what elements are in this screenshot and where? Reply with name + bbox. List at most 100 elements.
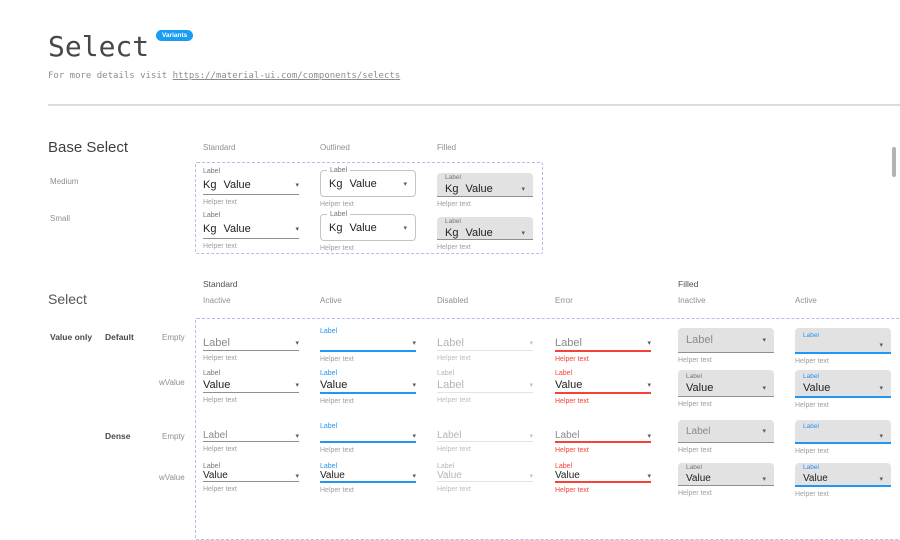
select-dense-wvalue-inactive[interactable]: Label Value ▾ Helper text [203, 463, 299, 493]
select-small-outlined[interactable]: Label Kg Value ▾ Helper text [320, 210, 416, 252]
select-prefix: Kg [203, 223, 217, 235]
select-control[interactable]: Label ▾ [795, 420, 891, 444]
select-small-standard[interactable]: Label Kg Value ▾ Helper text [203, 211, 299, 250]
select-value: Label [203, 430, 228, 441]
dropdown-arrow-icon: ▾ [647, 382, 651, 389]
select-small-filled[interactable]: Label Kg Value ▾ Helper text [437, 217, 533, 251]
select-control[interactable]: Value ▾ [437, 470, 533, 482]
helper-text: Helper text [555, 447, 589, 454]
select-control[interactable]: Label ▾ [437, 378, 533, 393]
select-floating-label [555, 423, 651, 430]
select-control[interactable]: Label ▾ [555, 430, 651, 443]
group-header-filled: Filled [678, 279, 699, 289]
column-header-error: Error [555, 296, 573, 305]
helper-text: Helper text [320, 245, 354, 252]
select-control[interactable]: Label Kg Value ▾ [320, 210, 416, 241]
select-control[interactable]: Label Value ▾ [795, 463, 891, 487]
select-control[interactable]: Kg Value ▾ [203, 220, 299, 239]
select-control[interactable]: ▾ [320, 336, 416, 352]
select-default-wvalue-active[interactable]: Label Value ▾ Helper text [320, 369, 416, 405]
select-control[interactable]: Value ▾ [320, 470, 416, 483]
select-default-wvalue-disabled[interactable]: Label Label ▾ Helper text [437, 369, 533, 404]
select-dense-wvalue-filled-inactive[interactable]: Label Value ▾ Helper text [678, 463, 774, 497]
dropdown-arrow-icon: ▾ [879, 341, 883, 349]
select-control[interactable]: Label Kg Value ▾ [437, 217, 533, 240]
helper-text: Helper text [437, 244, 471, 251]
select-control[interactable]: Label Value ▾ [795, 370, 891, 398]
select-control[interactable]: Value ▾ [203, 378, 299, 393]
select-floating-label [437, 423, 533, 430]
select-dense-empty-error[interactable]: Label ▾ Helper text [555, 423, 651, 454]
select-control[interactable]: Kg Value ▾ [203, 176, 299, 195]
select-control[interactable]: Value ▾ [203, 470, 299, 482]
select-default-wvalue-filled-inactive[interactable]: Label Value ▾ Helper text [678, 370, 774, 408]
select-default-empty-error[interactable]: Label ▾ Helper text [555, 327, 651, 363]
select-floating-label: Label [555, 370, 573, 377]
select-value: Kg Value [203, 179, 251, 191]
select-control[interactable]: Label ▾ [795, 328, 891, 354]
select-dense-empty-inactive[interactable]: Label ▾ Helper text [203, 423, 299, 453]
select-default-wvalue-error[interactable]: Label Value ▾ Helper text [555, 369, 651, 405]
select-dense-wvalue-active[interactable]: Label Value ▾ Helper text [320, 463, 416, 494]
helper-text: Helper text [437, 446, 471, 453]
select-dense-empty-disabled[interactable]: Label ▾ Helper text [437, 423, 533, 453]
select-default-empty-filled-active[interactable]: Label ▾ Helper text [795, 328, 891, 365]
select-default-empty-filled-inactive[interactable]: Label ▾ Helper text [678, 328, 774, 364]
select-value: Label [437, 379, 464, 391]
select-dense-empty-active[interactable]: Label ▾ Helper text [320, 423, 416, 454]
helper-text: Helper text [437, 486, 471, 493]
select-dense-wvalue-disabled[interactable]: Label Value ▾ Helper text [437, 463, 533, 493]
select-control[interactable]: Label ▾ [678, 420, 774, 443]
select-default-empty-disabled[interactable]: Label ▾ Helper text [437, 327, 533, 362]
select-dense-wvalue-error[interactable]: Label Value ▾ Helper text [555, 463, 651, 494]
select-control[interactable]: Value ▾ [320, 378, 416, 394]
select-control[interactable]: Label Value ▾ [678, 370, 774, 397]
select-floating-label: Label [803, 464, 819, 471]
select-value: Kg Value [203, 223, 251, 235]
subtitle-text: For more details visit [48, 71, 173, 81]
select-medium-outlined[interactable]: Label Kg Value ▾ Helper text [320, 166, 416, 208]
row-header-dense-wvalue: wValue [159, 473, 185, 482]
select-dense-empty-filled-inactive[interactable]: Label ▾ Helper text [678, 420, 774, 454]
select-dense-empty-filled-active[interactable]: Label ▾ Helper text [795, 420, 891, 455]
helper-text: Helper text [320, 356, 354, 363]
select-dense-wvalue-filled-active[interactable]: Label Value ▾ Helper text [795, 463, 891, 498]
helper-text: Helper text [795, 402, 829, 409]
material-ui-link[interactable]: https://material-ui.com/components/selec… [172, 71, 401, 81]
select-value: Value [320, 470, 345, 481]
row-group-default: Default [105, 332, 134, 342]
select-control[interactable]: Label ▾ [203, 336, 299, 351]
select-default-wvalue-filled-active[interactable]: Label Value ▾ Helper text [795, 370, 891, 409]
select-default-empty-active[interactable]: Label ▾ Helper text [320, 327, 416, 363]
vertical-scrollbar-thumb[interactable] [892, 147, 896, 177]
select-control[interactable]: Value ▾ [555, 378, 651, 394]
select-control[interactable]: Label Kg Value ▾ [320, 166, 416, 197]
select-control[interactable]: Label Kg Value ▾ [437, 173, 533, 197]
dropdown-arrow-icon: ▾ [521, 186, 525, 193]
select-prefix: Kg [445, 183, 459, 195]
dropdown-arrow-icon: ▾ [529, 382, 533, 389]
select-control[interactable]: Label ▾ [437, 336, 533, 351]
select-default-empty-inactive[interactable]: Label ▾ Helper text [203, 327, 299, 362]
select-medium-filled[interactable]: Label Kg Value ▾ Helper text [437, 173, 533, 208]
select-floating-label [203, 327, 299, 336]
dropdown-arrow-icon: ▾ [647, 472, 651, 480]
helper-text: Helper text [795, 358, 829, 365]
dropdown-arrow-icon: ▾ [762, 475, 766, 483]
dropdown-arrow-icon: ▾ [295, 432, 299, 440]
select-default-wvalue-inactive[interactable]: Label Value ▾ Helper text [203, 369, 299, 404]
column-header-inactive: Inactive [203, 296, 231, 305]
select-floating-label [437, 327, 533, 336]
select-control[interactable]: Label ▾ [203, 430, 299, 442]
select-floating-label: Label [445, 217, 461, 225]
column-header-filled-inactive: Inactive [678, 296, 706, 305]
select-control[interactable]: Label ▾ [437, 430, 533, 442]
select-control[interactable]: Label ▾ [555, 336, 651, 352]
select-control[interactable]: Value ▾ [555, 470, 651, 483]
select-control[interactable]: ▾ [320, 430, 416, 443]
select-control[interactable]: Label ▾ [678, 328, 774, 353]
select-medium-standard[interactable]: Label Kg Value ▾ Helper text [203, 167, 299, 206]
dropdown-arrow-icon: ▾ [762, 337, 766, 344]
dropdown-arrow-icon: ▾ [412, 340, 416, 347]
select-control[interactable]: Label Value ▾ [678, 463, 774, 486]
